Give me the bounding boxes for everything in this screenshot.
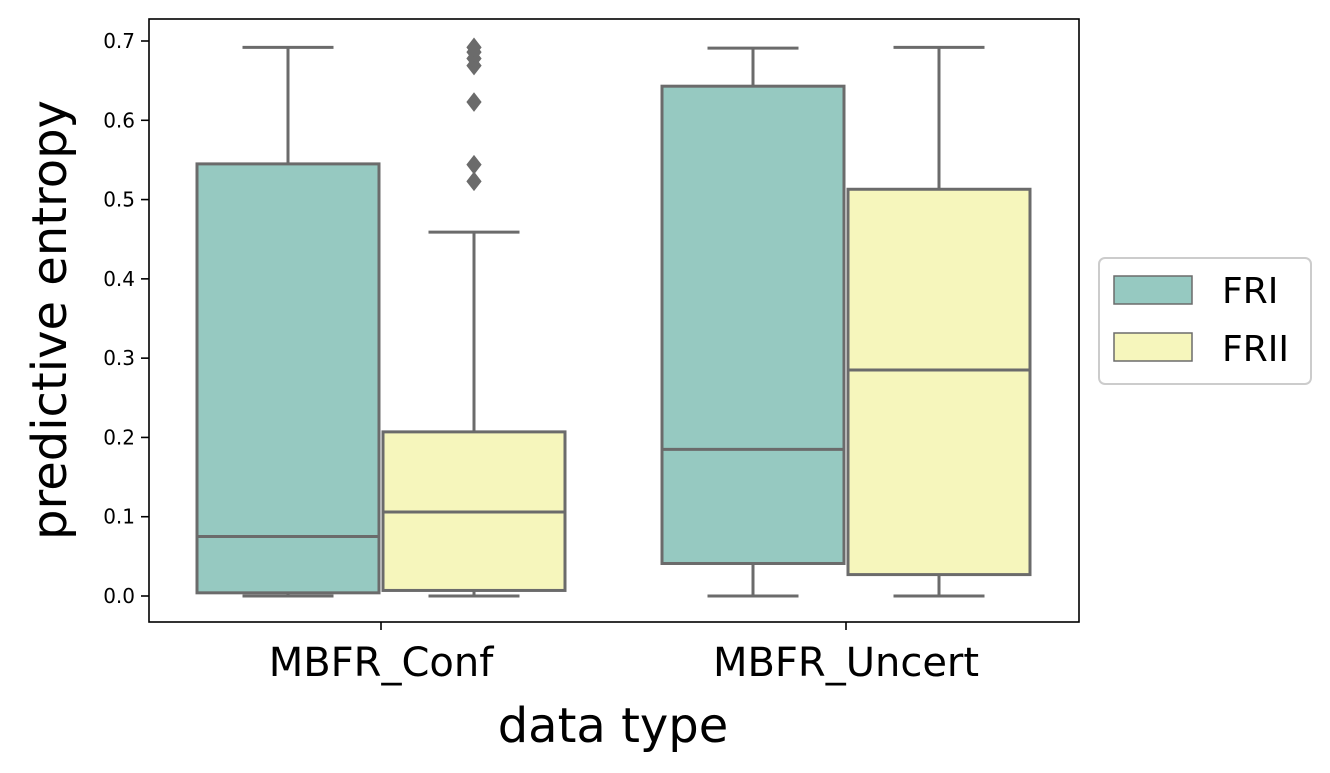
box-body (846, 187, 1032, 577)
x-tick-label: MBFR_Uncert (713, 640, 979, 686)
x-tick-label: MBFR_Conf (269, 640, 495, 686)
y-tick-label: 0.1 (103, 505, 135, 529)
box-body (195, 162, 381, 595)
box-frii-mbfr_uncert (846, 45, 1032, 598)
legend-swatch-fri (1113, 275, 1193, 305)
boxes-layer (195, 37, 1032, 598)
outlier-point (466, 171, 482, 192)
y-tick-label: 0.3 (103, 346, 135, 370)
outlier-point (466, 37, 482, 58)
outlier-point (466, 92, 482, 112)
y-axis-title: predictive entropy (22, 100, 78, 540)
y-tick-label: 0.4 (103, 267, 135, 291)
x-axis-title: data type (498, 698, 729, 754)
box-frii-mbfr_conf (381, 37, 567, 598)
y-tick-label: 0.0 (103, 584, 135, 608)
box-body (660, 84, 846, 565)
plot-area-frame (148, 18, 1080, 623)
legend-label-fri: FRI (1222, 271, 1278, 312)
legend-swatch-frii (1113, 332, 1193, 362)
legend-label-frii: FRII (1222, 329, 1289, 370)
box-fri-mbfr_uncert (660, 46, 846, 598)
y-tick-label: 0.7 (103, 29, 135, 53)
y-tick-label: 0.5 (103, 188, 135, 212)
legend: FRI FRII (1098, 257, 1312, 385)
y-axis: 0.0 0.1 0.2 0.3 0.4 0.5 0.6 0.7 (103, 29, 149, 608)
y-tick-label: 0.6 (103, 108, 135, 132)
outlier-point (466, 154, 482, 175)
y-tick-label: 0.2 (103, 425, 135, 449)
x-axis: MBFR_Conf MBFR_Uncert (269, 622, 979, 686)
box-fri-mbfr_conf (195, 45, 381, 598)
